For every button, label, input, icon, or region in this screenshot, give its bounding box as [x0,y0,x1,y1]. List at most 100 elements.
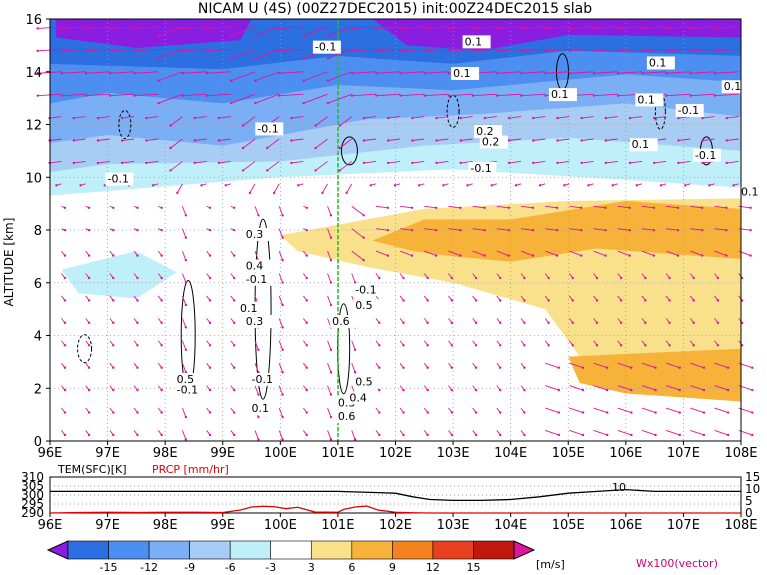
vector-head [523,299,526,302]
vector-head [329,258,333,262]
contour-label: 0.3 [246,315,263,328]
wind-vector [363,138,376,141]
vector-head [426,299,429,302]
contour-label-box [675,103,704,117]
wind-vector [641,205,654,209]
vector-head [435,116,438,120]
vector-head [568,27,571,30]
vector-head [402,344,405,347]
wind-vector [702,116,715,119]
wind-vector [158,71,183,82]
vector-head [595,321,599,325]
contour-label-box [174,383,203,397]
wind-vector [642,48,667,52]
wind-vector [49,160,62,164]
vector-head [63,228,67,232]
vector-head [290,139,293,142]
main-panel: -0.1-0.1-0.1 0.10.10.1-0.10.10.1-0.10.20.… [2,13,767,461]
vector-head [616,94,620,97]
surface-lines [49,488,741,514]
wind-vector [557,116,570,119]
vector-head [184,303,188,307]
wind-vector [182,26,207,29]
wind-vector [399,250,413,257]
wind-vector [218,160,231,164]
vector-head [726,433,730,437]
wind-vector [352,48,376,52]
wind-vector [49,116,62,119]
vector-head [36,27,39,30]
wind-vector [327,295,332,306]
contour-label-box [174,372,203,386]
vector-head [87,299,91,302]
colorbar-swatch [473,540,515,560]
wind-vector [593,407,608,413]
wind-vector [569,228,582,231]
bottom-x-tick-label: 102E [379,518,412,533]
wind-vector [593,48,618,52]
colorbar-swatch [310,540,353,560]
vector-head [532,139,535,142]
wind-vector [182,273,187,283]
wind-vector [255,26,280,37]
vector-head [410,206,414,209]
vector-head [248,191,252,195]
wind-vector [690,430,705,436]
wind-vector [182,71,207,74]
contour-label-box [629,138,658,152]
wind-vector [666,385,680,391]
wind-vector [376,93,401,97]
wind-vector [593,71,618,74]
vector-head [605,366,609,369]
wind-vector [97,116,110,119]
x-tick-label: 102E [379,446,412,461]
vector-head [329,393,333,396]
contour-label-box [238,301,267,315]
vector-head [499,299,502,302]
contour-label-box [739,185,767,199]
surface-frame [49,476,742,514]
wind-vector [569,48,594,52]
vector-head [555,228,559,232]
colorbar-swatch [270,540,312,560]
wind-vector [134,26,159,29]
vector-head [281,236,284,239]
vector-head [411,139,414,142]
vector-head [701,139,704,142]
wind-vector [520,205,533,209]
vector-head [644,276,647,280]
vector-head [329,214,333,217]
wind-vector [182,318,187,328]
vector-head [604,228,607,232]
wind-vector [714,48,739,52]
vector-head [716,299,720,302]
colorbar-tick-label: 15 [466,561,480,574]
wind-vector [448,93,473,97]
vector-head [668,344,671,347]
vector-head [193,116,196,120]
vector-head [63,206,67,209]
wind-vector [400,48,425,52]
wind-vector [617,205,630,209]
vector-head [160,228,163,232]
vector-head [305,299,308,302]
vector-head [350,72,354,75]
wind-vector [182,407,187,418]
wind-vector [339,161,353,171]
vector-head [305,206,308,209]
vector-head [305,228,308,232]
vector-head [689,72,692,75]
wind-vector [73,160,86,164]
wind-vector [714,71,739,74]
wind-vector [351,205,364,216]
vector-head [725,254,728,257]
vector-head [447,72,451,75]
vector-head [329,303,333,307]
colorbar-tick-label: -6 [225,561,236,574]
vector-head [676,254,680,257]
contour-label: 0.4 [349,391,367,404]
wind-vector [97,138,110,141]
wind-vector [278,430,284,440]
wind-vector [278,340,284,350]
wind-vector [303,26,328,37]
